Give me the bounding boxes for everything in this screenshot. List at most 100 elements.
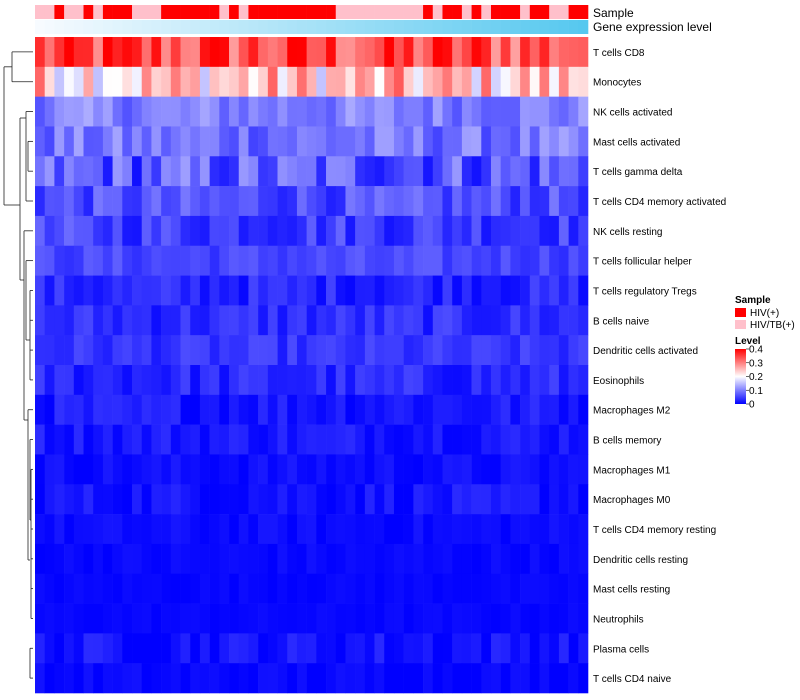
heatmap-cell	[452, 514, 463, 545]
expression-annotation-cell	[64, 20, 75, 34]
heatmap-cell	[102, 37, 113, 68]
heatmap-cell	[35, 663, 45, 694]
heatmap-cell	[306, 573, 317, 604]
expression-annotation-cell	[170, 20, 181, 34]
heatmap-cell	[112, 305, 123, 336]
heatmap-cell	[219, 66, 230, 97]
heatmap-cell	[442, 335, 453, 366]
heatmap-cell	[568, 514, 579, 545]
heatmap-cell	[316, 305, 327, 336]
heatmap-cell	[539, 215, 550, 247]
heatmap-cell	[35, 633, 45, 664]
heatmap-cell	[355, 484, 366, 515]
heatmap-cell	[539, 37, 550, 68]
heatmap-cell	[180, 126, 191, 157]
heatmap-cell	[374, 573, 385, 604]
heatmap-cell	[452, 66, 463, 97]
heatmap-cell	[529, 484, 540, 515]
heatmap-cell	[35, 573, 45, 604]
heatmap-cell	[132, 126, 143, 157]
heatmap-cell	[161, 66, 172, 97]
heatmap-cell	[423, 484, 434, 515]
heatmap-cell	[471, 633, 482, 664]
heatmap-cell	[374, 37, 385, 68]
heatmap-cell	[549, 365, 560, 396]
heatmap-cell	[277, 663, 288, 694]
heatmap-cell	[364, 454, 375, 485]
heatmap-cell	[229, 603, 240, 634]
heatmap-cell	[326, 365, 337, 396]
heatmap-cell	[296, 245, 307, 276]
heatmap-cell	[151, 484, 162, 515]
heatmap-cell	[102, 633, 113, 664]
heatmap-cell	[355, 633, 366, 664]
heatmap-cell	[335, 305, 346, 336]
heatmap-cell	[267, 424, 278, 455]
heatmap-cell	[219, 215, 230, 247]
heatmap-cell	[413, 305, 424, 336]
heatmap-cell	[161, 305, 172, 336]
heatmap-cell	[316, 66, 327, 97]
heatmap-cell	[102, 573, 113, 604]
heatmap-cell	[229, 514, 240, 545]
heatmap-cell	[364, 335, 375, 366]
heatmap-cell	[83, 66, 94, 97]
heatmap-cell	[112, 454, 123, 485]
heatmap-cell	[335, 37, 346, 68]
heatmap-cell	[578, 305, 589, 336]
heatmap-cell	[568, 156, 579, 187]
heatmap-cell	[277, 543, 288, 575]
heatmap-cell	[170, 663, 181, 694]
heatmap-cell	[578, 37, 589, 68]
heatmap-cell	[306, 663, 317, 694]
heatmap-cell	[316, 96, 327, 127]
heatmap-cell	[490, 633, 501, 664]
heatmap-cell	[73, 37, 84, 68]
sample-annotation-cell	[393, 5, 404, 19]
expression-annotation-cell	[452, 20, 463, 34]
heatmap-cell	[384, 543, 395, 575]
heatmap-cell	[529, 454, 540, 485]
heatmap-cell	[403, 603, 414, 634]
heatmap-cell	[170, 514, 181, 545]
heatmap-cell	[180, 514, 191, 545]
heatmap-cell	[568, 424, 579, 455]
heatmap-cell	[258, 126, 269, 157]
heatmap-cell	[170, 424, 181, 455]
heatmap-cell	[384, 96, 395, 127]
legend-label-hiv: HIV(+)	[750, 308, 779, 319]
heatmap-cell	[568, 335, 579, 366]
heatmap-cell	[529, 275, 540, 306]
level-legend-title: Level	[735, 336, 761, 347]
heatmap-cell	[374, 424, 385, 455]
sample-annotation-cell	[442, 5, 453, 19]
heatmap-cell	[141, 96, 152, 127]
heatmap-cell	[122, 126, 133, 157]
heatmap-cell	[384, 156, 395, 187]
heatmap-cell	[180, 275, 191, 306]
heatmap-cell	[219, 126, 230, 157]
heatmap-cell	[452, 365, 463, 396]
heatmap-cell	[558, 484, 569, 515]
heatmap-cell	[393, 66, 404, 97]
heatmap-cell	[578, 335, 589, 366]
heatmap-cell	[112, 394, 123, 425]
heatmap-cell	[209, 275, 220, 306]
heatmap-cell	[122, 186, 133, 217]
heatmap-cell	[568, 186, 579, 217]
heatmap-cell	[510, 394, 521, 425]
heatmap-cell	[306, 156, 317, 187]
sample-annotation-cell	[403, 5, 414, 19]
sample-annotation-cell	[209, 5, 220, 19]
heatmap-cell	[529, 514, 540, 545]
heatmap-cell	[64, 663, 75, 694]
heatmap-cell	[423, 365, 434, 396]
heatmap-cell	[326, 186, 337, 217]
heatmap-cell	[500, 663, 511, 694]
heatmap-cell	[267, 186, 278, 217]
heatmap-cell	[452, 454, 463, 485]
heatmap-cell	[229, 543, 240, 575]
heatmap-cell	[122, 573, 133, 604]
heatmap-cell	[374, 603, 385, 634]
